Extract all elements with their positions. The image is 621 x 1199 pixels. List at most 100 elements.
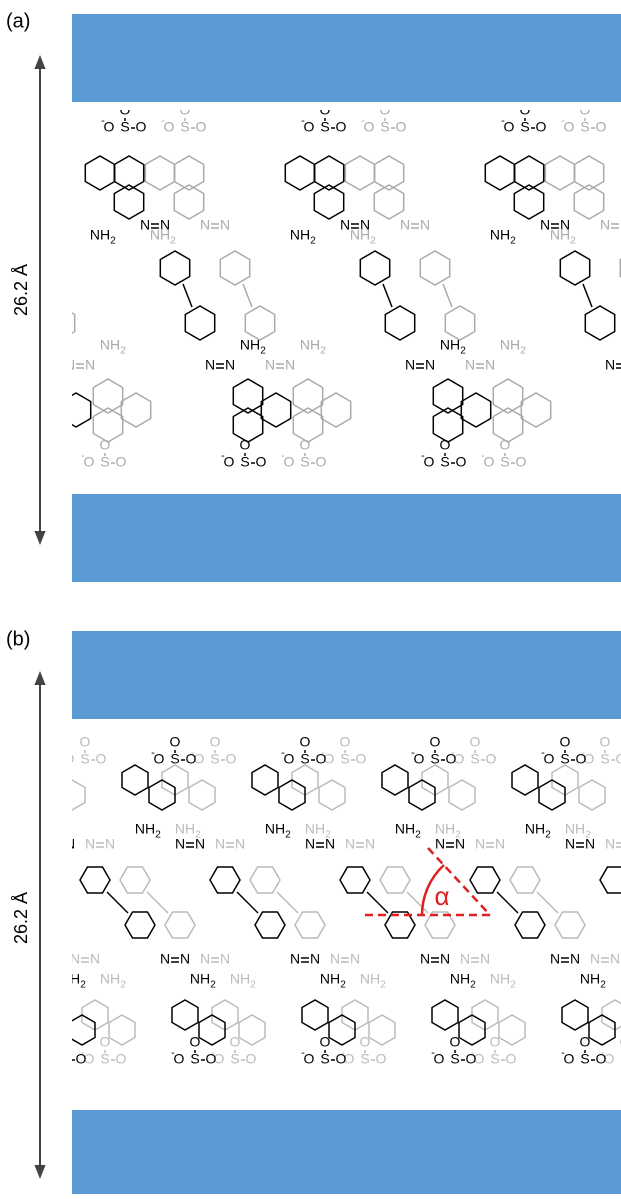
atom-label: N (455, 836, 465, 852)
ring (602, 1000, 621, 1030)
atom-label: S (300, 454, 309, 470)
atom-label: N (440, 951, 450, 967)
ring (449, 780, 475, 810)
atom-label: 2 (285, 830, 291, 841)
atom-label: 2 (470, 980, 476, 991)
atom-label: O (470, 734, 481, 750)
ring (560, 251, 589, 285)
ring (319, 780, 345, 810)
atom-label: O (376, 1051, 387, 1067)
atom-label: N (570, 951, 580, 967)
bond (537, 892, 558, 913)
atom-label: O (424, 454, 435, 470)
ring (220, 251, 249, 285)
panel-label: (b) (6, 628, 30, 650)
atom-label: O (450, 1034, 461, 1050)
ring (485, 156, 514, 190)
atom-label: N (475, 836, 485, 852)
molecule: O-SOONH2NNNNNH2O-SOO (422, 734, 621, 1067)
atom-label: 2 (155, 830, 161, 841)
atom-label: - (301, 1047, 305, 1059)
atom-label: N (0, 217, 10, 233)
atom-label: N (590, 951, 600, 967)
atom-label: S (600, 751, 609, 767)
atom-label: N (285, 357, 295, 373)
ring (432, 1000, 458, 1030)
atom-label: O (164, 119, 175, 135)
atom-label: 2 (250, 980, 256, 991)
atom-label: N (5, 357, 15, 373)
atom-label: O (80, 734, 91, 750)
atom-label: O (240, 437, 251, 453)
atom-label: - (561, 1047, 565, 1059)
atom-label: NH (320, 971, 340, 987)
atom-label: O (434, 1051, 445, 1067)
atom-label: N (325, 836, 335, 852)
atom-label: NH (175, 821, 195, 837)
atom-label: O (580, 1034, 591, 1050)
ring (252, 765, 278, 795)
atom-label: O (320, 1034, 331, 1050)
atom-label: S (300, 751, 309, 767)
atom-label: O (136, 119, 147, 135)
atom-label: O (380, 102, 391, 118)
atom-label: N (30, 951, 40, 967)
atom-label: NH (190, 971, 210, 987)
atom-label: N (420, 217, 430, 233)
atom-label: N (215, 836, 225, 852)
atom-label: N (550, 951, 560, 967)
atom-label: - (21, 747, 25, 759)
atom-label: N (435, 836, 445, 852)
atom-label: N (265, 357, 275, 373)
atom-label: N (560, 217, 570, 233)
atom-label: O (206, 1051, 217, 1067)
atom-label: O (486, 751, 497, 767)
atom-label: - (21, 450, 25, 462)
atom-label: O (616, 751, 621, 767)
ring (0, 185, 4, 219)
atom-label: N (105, 836, 115, 852)
atom-label: O (40, 437, 51, 453)
atom-label: O (284, 751, 295, 767)
atom-label: NH (395, 821, 415, 837)
ring (33, 379, 62, 413)
atom-label: O (536, 119, 547, 135)
atom-label: NH (45, 821, 65, 837)
ring (285, 156, 314, 190)
atom-label: O (340, 734, 351, 750)
atom-label: NH (450, 971, 470, 987)
atom-label: 2 (120, 346, 126, 357)
atom-label: O (0, 119, 7, 135)
atom-label: O (100, 1034, 111, 1050)
atom-label: O (564, 1051, 575, 1067)
atom-label: O (186, 751, 197, 767)
molecule-layer: O-SOONH2NNNNNH2O-SOOO-SOONH2NNNNNH2O-SOO… (0, 734, 621, 1067)
atom-label: - (281, 450, 285, 462)
atom-label: S (100, 454, 109, 470)
atom-label: O (300, 734, 311, 750)
atom-label: N (200, 217, 210, 233)
atom-label: 2 (570, 236, 576, 247)
ring (521, 393, 550, 427)
atom-label: - (501, 115, 505, 127)
ring (0, 765, 18, 795)
atom-label: S (120, 119, 129, 135)
atom-label: N (290, 951, 300, 967)
atom-label: N (460, 951, 470, 967)
atom-label: O (116, 454, 127, 470)
atom-label: NH (240, 337, 260, 353)
atom-label: S (170, 751, 179, 767)
spacing-label: 26.2 Å (11, 264, 31, 316)
atom-label: O (414, 751, 425, 767)
atom-label: N (195, 836, 205, 852)
atom-label: O (504, 119, 515, 135)
substrate-bar (72, 1110, 621, 1194)
atom-label: O (336, 1051, 347, 1067)
atom-label: NH (360, 971, 380, 987)
atom-label: NH (490, 971, 510, 987)
ring (302, 1000, 328, 1030)
ring (189, 780, 215, 810)
ring (600, 867, 621, 893)
atom-label: O (256, 454, 267, 470)
